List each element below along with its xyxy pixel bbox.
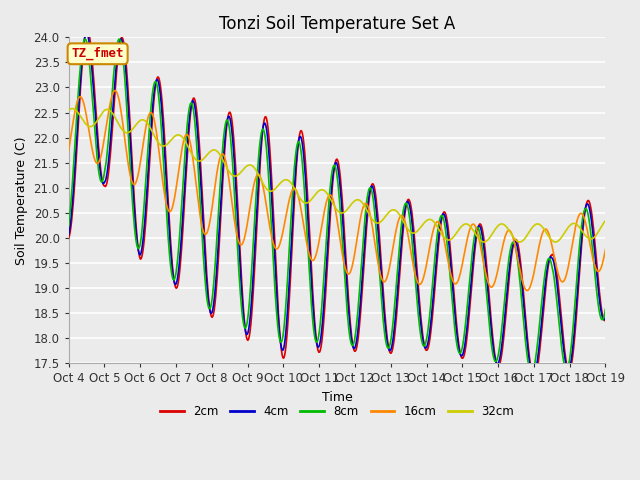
16cm — [185, 135, 193, 141]
32cm — [68, 106, 76, 111]
8cm — [602, 306, 609, 312]
Line: 4cm: 4cm — [68, 32, 605, 375]
32cm — [419, 222, 426, 228]
Line: 2cm: 2cm — [68, 28, 605, 378]
8cm — [419, 341, 426, 347]
32cm — [76, 111, 83, 117]
2cm — [213, 274, 221, 279]
8cm — [131, 224, 138, 229]
32cm — [552, 239, 559, 245]
16cm — [213, 168, 221, 173]
16cm — [419, 277, 426, 283]
2cm — [65, 235, 72, 241]
2cm — [419, 331, 426, 336]
16cm — [403, 226, 411, 232]
16cm — [111, 88, 119, 94]
2cm — [75, 120, 83, 125]
4cm — [403, 199, 411, 205]
16cm — [602, 247, 609, 252]
8cm — [213, 229, 221, 235]
32cm — [602, 218, 609, 224]
4cm — [419, 335, 426, 341]
X-axis label: Time: Time — [322, 391, 353, 404]
2cm — [185, 130, 193, 135]
2cm — [131, 198, 138, 204]
Legend: 2cm, 4cm, 8cm, 16cm, 32cm: 2cm, 4cm, 8cm, 16cm, 32cm — [156, 400, 519, 423]
8cm — [528, 370, 536, 375]
8cm — [65, 223, 72, 228]
2cm — [602, 317, 609, 323]
8cm — [185, 108, 193, 113]
32cm — [213, 148, 221, 154]
16cm — [524, 288, 531, 293]
8cm — [81, 36, 89, 42]
32cm — [131, 124, 138, 130]
Line: 8cm: 8cm — [68, 39, 605, 372]
8cm — [403, 201, 411, 207]
8cm — [75, 88, 83, 94]
4cm — [185, 121, 193, 127]
32cm — [65, 108, 72, 113]
2cm — [403, 200, 411, 205]
Line: 16cm: 16cm — [68, 91, 605, 290]
4cm — [75, 108, 83, 114]
32cm — [185, 145, 193, 151]
16cm — [131, 181, 138, 187]
4cm — [213, 258, 221, 264]
2cm — [84, 25, 92, 31]
4cm — [602, 314, 609, 320]
Line: 32cm: 32cm — [68, 108, 605, 242]
Y-axis label: Soil Temperature (C): Soil Temperature (C) — [15, 136, 28, 264]
Text: TZ_fmet: TZ_fmet — [72, 47, 124, 60]
4cm — [65, 232, 72, 238]
32cm — [403, 225, 411, 230]
4cm — [529, 372, 537, 378]
4cm — [131, 208, 138, 214]
16cm — [65, 147, 72, 153]
Title: Tonzi Soil Temperature Set A: Tonzi Soil Temperature Set A — [219, 15, 455, 33]
4cm — [83, 29, 90, 35]
16cm — [75, 96, 83, 101]
2cm — [531, 375, 538, 381]
